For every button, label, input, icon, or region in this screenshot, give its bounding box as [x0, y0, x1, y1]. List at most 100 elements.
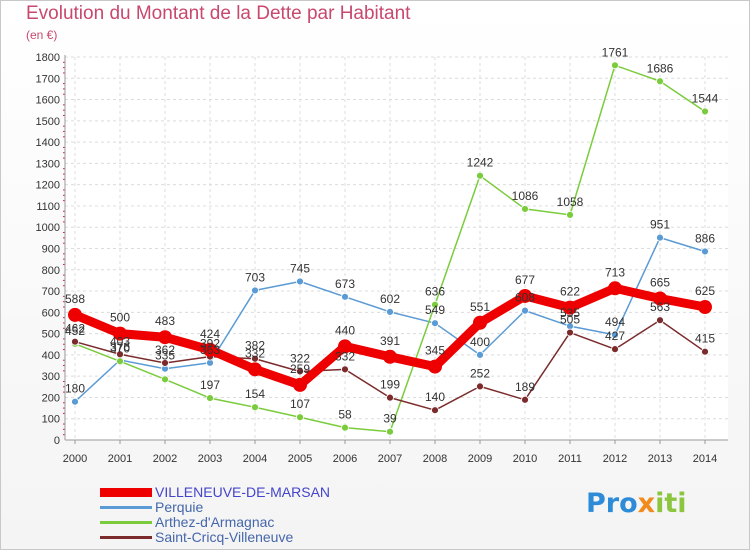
data-point [611, 330, 619, 339]
data-label: 345 [425, 344, 445, 358]
data-label: 1686 [647, 61, 674, 75]
data-label: 483 [155, 314, 175, 328]
data-label: 362 [155, 343, 175, 357]
data-label: 58 [338, 408, 352, 422]
data-point [431, 300, 439, 309]
data-point [476, 382, 484, 391]
x-tick-label: 2010 [513, 453, 537, 465]
data-point [611, 61, 619, 70]
data-point [116, 357, 124, 366]
y-tick-label: 0 [54, 435, 60, 447]
data-label: 549 [425, 303, 445, 317]
data-point [341, 423, 349, 432]
data-label: 1242 [467, 156, 494, 170]
data-point [296, 367, 304, 376]
x-tick-label: 2002 [153, 453, 177, 465]
logo-part-3: iti [655, 488, 687, 519]
data-label: 1761 [602, 45, 629, 59]
y-tick-label: 1300 [36, 158, 60, 170]
x-tick-label: 2014 [693, 453, 717, 465]
data-point [386, 393, 394, 402]
legend-label: Arthez-d'Armagnac [155, 514, 275, 530]
x-tick-label: 2004 [243, 453, 267, 465]
data-point [566, 328, 574, 337]
data-label: 665 [650, 276, 670, 290]
x-tick-label: 2008 [423, 453, 447, 465]
data-point [521, 205, 529, 213]
data-label: 370 [110, 341, 130, 355]
data-label: 189 [515, 380, 535, 394]
legend-swatch [100, 488, 152, 497]
logo-part-2: x [637, 488, 656, 519]
data-point [656, 233, 664, 242]
y-tick-label: 1600 [36, 95, 60, 107]
data-label: 107 [290, 397, 310, 411]
data-label: 703 [245, 270, 265, 284]
data-label: 1058 [557, 195, 584, 209]
data-label: 376 [110, 340, 130, 354]
data-label: 494 [605, 315, 625, 329]
legend-item: Saint-Cricq-Villeneuve [100, 530, 330, 545]
data-point [386, 427, 394, 436]
legend: VILLENEUVE-DE-MARSAN Perquie Arthez-d'Arma… [100, 485, 330, 545]
x-tick-label: 2001 [108, 453, 132, 465]
data-label: 1544 [692, 91, 719, 105]
data-point [521, 395, 529, 404]
data-point [653, 291, 667, 306]
data-point [386, 308, 394, 316]
data-point [116, 350, 124, 359]
legend-swatch [100, 521, 152, 524]
x-tick-label: 2005 [288, 453, 312, 465]
data-label: 332 [335, 349, 355, 363]
data-point [518, 288, 532, 303]
y-tick-label: 600 [42, 307, 60, 319]
legend-label: Perquie [155, 499, 204, 515]
data-label: 462 [65, 322, 85, 336]
data-label: 440 [335, 323, 355, 337]
data-label: 602 [380, 292, 400, 306]
data-point [251, 354, 259, 363]
data-label: 551 [470, 300, 490, 314]
data-label: 382 [245, 339, 265, 353]
y-tick-label: 1200 [36, 180, 60, 192]
data-label: 713 [605, 265, 625, 279]
data-label: 625 [695, 284, 715, 298]
y-tick-label: 1000 [36, 222, 60, 234]
data-point [341, 292, 349, 301]
data-point [293, 377, 307, 392]
x-tick-label: 2003 [198, 453, 222, 465]
data-label: 332 [245, 346, 265, 360]
data-label: 403 [110, 334, 130, 348]
data-point [566, 210, 574, 219]
chart-unit: (en €) [26, 28, 58, 42]
data-label: 400 [470, 335, 490, 349]
legend-label: Saint-Cricq-Villeneuve [155, 529, 294, 545]
data-point [656, 316, 664, 325]
data-label: 673 [335, 277, 355, 291]
y-tick-label: 400 [42, 350, 60, 362]
data-label: 39 [383, 412, 397, 426]
data-label: 197 [200, 378, 220, 392]
data-point [251, 286, 259, 295]
axes: 0 100 200 300 400 500 600 700 800 900 1000 1100 1200… [36, 52, 728, 465]
data-point [338, 339, 352, 354]
x-tick-label: 2007 [378, 453, 402, 465]
data-point [251, 403, 259, 412]
data-label: 608 [515, 291, 535, 305]
data-point [296, 277, 304, 286]
x-tick-label: 2012 [603, 453, 627, 465]
data-point [656, 77, 664, 86]
data-label: 252 [470, 366, 490, 380]
legend-swatch [100, 536, 152, 539]
data-label: 427 [605, 329, 625, 343]
data-label: 140 [425, 390, 445, 404]
x-tick-label: 2009 [468, 453, 492, 465]
data-point [701, 247, 709, 256]
data-label: 535 [560, 306, 580, 320]
data-point [701, 107, 709, 116]
data-point [113, 326, 127, 341]
logo-part-1: Pro [586, 488, 638, 519]
data-point [158, 330, 172, 345]
data-label: 951 [650, 218, 670, 232]
data-label: 259 [290, 362, 310, 376]
